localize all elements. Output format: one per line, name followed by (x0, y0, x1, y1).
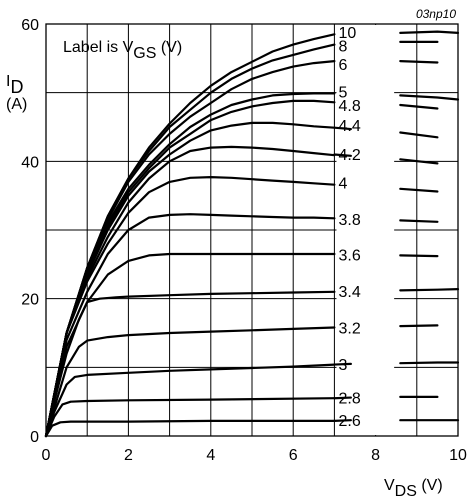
curve-end-marker (333, 396, 352, 400)
curve-label-vgs-5: 5 (339, 84, 348, 101)
curve-vgs-3-2 (44, 326, 336, 438)
plot-frame (45, 23, 459, 437)
curve-label-vgs-4-8: 4.8 (339, 98, 361, 115)
curve-tail-vgs-3-4 (399, 288, 460, 292)
curve-tail-vgs-3-8 (399, 219, 439, 223)
curve-label-vgs-2-6: 2.6 (339, 413, 361, 430)
annotation-suffix: (V) (156, 39, 182, 56)
curve-label-vgs-4-4: 4.4 (339, 118, 361, 135)
curve-end-marker (333, 362, 352, 366)
x-tick-label: 4 (206, 447, 215, 464)
annotation-label: Label is VGS (V) (63, 39, 182, 62)
curve-tail-vgs-5 (399, 94, 460, 101)
curve-vgs-2-6 (44, 419, 336, 438)
x-axis-label-sub: DS (395, 483, 417, 500)
curve-vgs-6 (44, 60, 336, 438)
x-tick-label: 0 (42, 447, 51, 464)
y-axis-unit: (A) (6, 96, 27, 113)
curve-vgs-2-8 (44, 397, 336, 438)
x-axis-label-main: V (384, 477, 395, 494)
x-tick-label: 2 (124, 447, 133, 464)
curve-end-marker (333, 153, 352, 157)
curve-labels: 108 6 54.8 4.4 4.2 4 3.8 3.6 3.4 3.2 3 2.8 2.6 (339, 25, 361, 430)
curve-vgs-3 (44, 363, 336, 438)
y-axis-label-sub: D (10, 77, 23, 97)
annotation-sub: GS (133, 45, 156, 62)
curve-label-vgs-3: 3 (339, 357, 348, 374)
annotation-prefix: Label is V (63, 39, 134, 56)
y-tick-label: 40 (21, 154, 39, 171)
curve-tail-vgs-10 (399, 30, 460, 34)
curve-vgs-3-4 (44, 290, 336, 438)
x-tick-label: 8 (371, 447, 380, 464)
curve-label-vgs-3-2: 3.2 (339, 321, 361, 338)
axes (45, 23, 459, 437)
curve-tail-vgs-4-2 (399, 158, 439, 165)
curves (44, 30, 460, 438)
curve-vgs-4 (44, 176, 336, 438)
curve-vgs-3-6 (44, 252, 336, 438)
x-tick-label: 10 (449, 447, 467, 464)
curve-tail-vgs-3 (399, 361, 460, 365)
curve-tail-vgs-4-4 (399, 131, 439, 139)
curve-label-vgs-10: 10 (339, 25, 357, 42)
label-band (336, 25, 395, 435)
curve-label-vgs-3-8: 3.8 (339, 212, 361, 229)
curve-label-vgs-4-2: 4.2 (339, 147, 361, 164)
curve-tail-vgs-4-8 (399, 103, 439, 110)
y-axis-label-main: I (6, 73, 10, 90)
curve-label-vgs-8: 8 (339, 38, 348, 55)
x-tick-label: 6 (289, 447, 298, 464)
curve-tail-vgs-3-6 (399, 254, 439, 258)
y-tick-label: 0 (30, 429, 39, 446)
curve-label-vgs-3-6: 3.6 (339, 248, 361, 265)
y-axis-label: ID (6, 73, 23, 97)
curve-end-marker (333, 419, 352, 422)
x-axis-label: VDS (V) (384, 477, 443, 500)
watermark: 03np10 (416, 7, 456, 21)
curve-tail-vgs-3-2 (399, 324, 439, 328)
curve-label-vgs-3-4: 3.4 (339, 284, 361, 301)
curve-label-vgs-2-8: 2.8 (339, 391, 361, 408)
y-tick-label: 60 (21, 17, 39, 34)
curve-vgs-3-8 (44, 213, 336, 438)
curve-label-vgs-4: 4 (339, 176, 348, 193)
curve-end-marker (333, 126, 352, 131)
y-tick-label: 20 (21, 292, 39, 309)
curve-tail-vgs-6 (399, 60, 439, 64)
curve-tail-vgs-4 (399, 187, 439, 193)
curve-label-vgs-6: 6 (339, 57, 348, 74)
x-axis-label-unit: (V) (417, 477, 443, 494)
